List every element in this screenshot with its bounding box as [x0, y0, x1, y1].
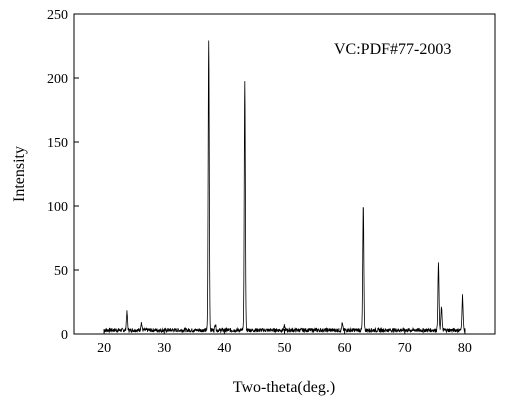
x-tick-label: 80: [458, 341, 472, 356]
y-tick-label: 100: [47, 200, 68, 215]
peak-point: [362, 205, 364, 207]
peak-point: [440, 305, 442, 307]
y-tick-label: 200: [47, 72, 68, 87]
x-tick-label: 70: [398, 341, 412, 356]
x-tick-label: 50: [278, 341, 292, 356]
y-axis-title: Intensity: [11, 146, 28, 202]
x-tick-label: 40: [217, 341, 231, 356]
peak-markers: [126, 40, 464, 328]
y-axis: 0 50 100 150 200 250: [47, 8, 79, 343]
x-tick-label: 30: [157, 341, 171, 356]
x-tick-label: 60: [338, 341, 352, 356]
plot-frame: [73, 13, 496, 335]
x-axis-title: Two-theta(deg.): [233, 379, 335, 396]
x-tick-label: 20: [97, 341, 111, 356]
diffraction-line: [103, 40, 466, 334]
y-tick-label: 50: [54, 264, 68, 279]
x-axis: 20 30 40 50 60 70 80: [97, 329, 472, 356]
y-tick-label: 250: [47, 8, 68, 23]
y-tick-label: 0: [61, 328, 68, 343]
annotation-label: VC:PDF#77-2003: [334, 41, 451, 58]
y-tick-label: 150: [47, 136, 68, 151]
